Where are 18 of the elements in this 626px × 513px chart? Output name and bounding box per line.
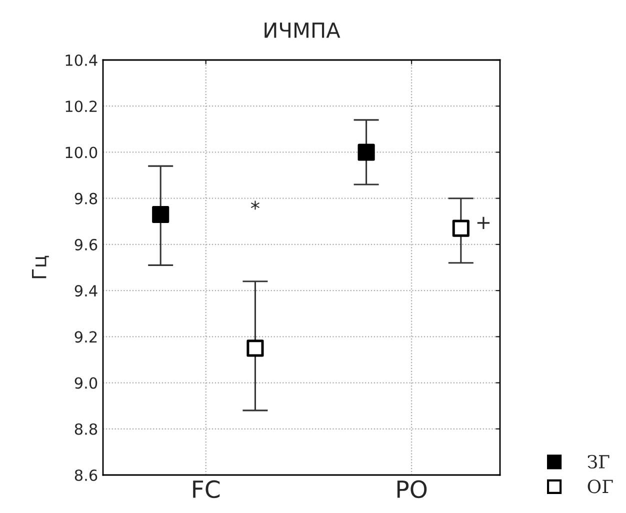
x-tick-label: PO <box>397 480 427 498</box>
y-tick-label: 9.4 <box>74 285 98 297</box>
annotation: * <box>250 200 260 210</box>
y-axis-title: Гц <box>32 256 49 278</box>
y-tick-label: 10.0 <box>66 146 98 158</box>
y-tick-label: 10.4 <box>66 54 98 66</box>
annotation: + <box>477 216 490 230</box>
x-tick-label: FC <box>193 480 220 498</box>
y-tick-label: 9.2 <box>74 331 97 343</box>
y-tick-label: 8.6 <box>74 469 98 482</box>
y-tick-label: 10.2 <box>66 100 97 112</box>
y-tick-label: 9.6 <box>74 238 98 250</box>
legend-label: ЗГ <box>588 454 610 469</box>
y-tick-label: 9.8 <box>74 192 98 204</box>
chart-title: ИЧМПА <box>264 22 340 38</box>
y-tick-label: 9.0 <box>74 377 98 389</box>
y-tick-label: 8.8 <box>74 423 98 435</box>
legend-label: ОГ <box>588 480 613 494</box>
